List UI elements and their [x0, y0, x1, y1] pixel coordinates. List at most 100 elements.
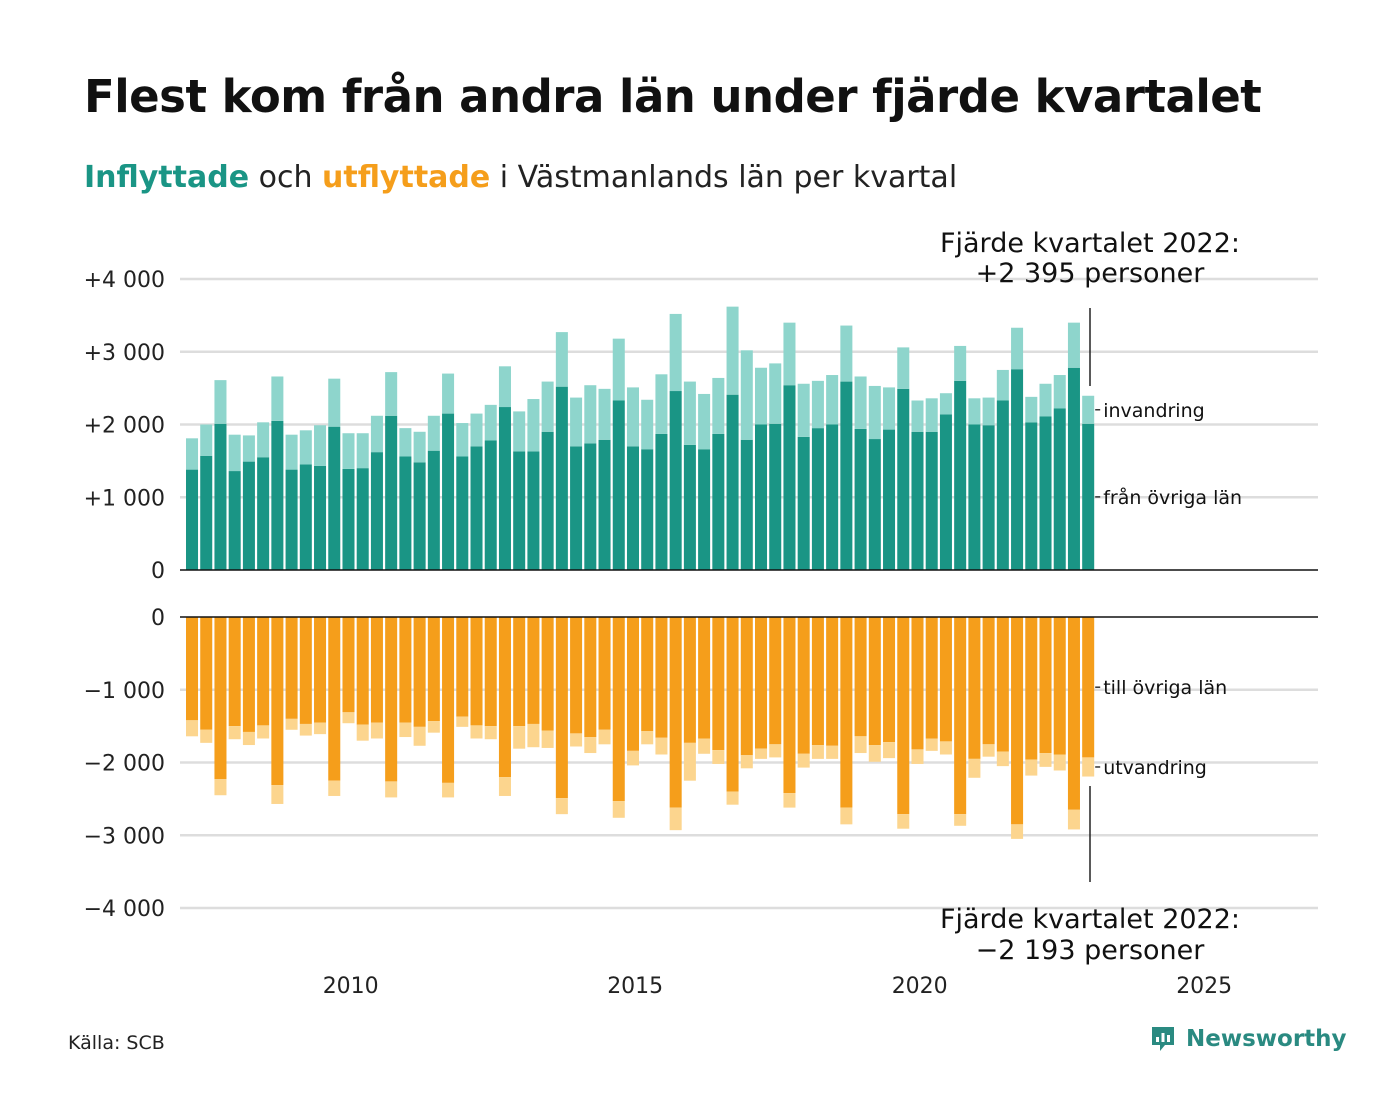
- bar-in-domestic: [513, 451, 526, 570]
- bar-out-emigration: [1025, 759, 1038, 776]
- y-tick-label-bottom: 0: [151, 606, 165, 631]
- bar-out-emigration: [1039, 753, 1052, 767]
- bar-in-immigration: [641, 399, 654, 450]
- bar-in-domestic: [641, 449, 654, 570]
- bar-out-emigration: [242, 731, 255, 746]
- annotation-bottom-line2: −2 193 personer: [976, 935, 1206, 966]
- bar-in-immigration: [1053, 375, 1066, 409]
- bar-in-immigration: [285, 434, 298, 470]
- bar-out-emigration: [214, 779, 227, 796]
- bar-out-domestic: [996, 617, 1009, 752]
- bar-in-immigration: [968, 398, 981, 425]
- bar-out-domestic: [299, 617, 312, 724]
- bar-out-domestic: [271, 617, 284, 786]
- series-label: utvandring: [1103, 757, 1207, 779]
- bar-in-immigration: [427, 415, 440, 451]
- bar-out-emigration: [299, 723, 312, 736]
- bar-out-emigration: [257, 725, 270, 739]
- series-label: från övriga län: [1103, 486, 1242, 509]
- y-tick-label-top: +1 000: [84, 486, 165, 511]
- bar-out-domestic: [982, 617, 995, 745]
- bar-in-immigration: [228, 434, 241, 472]
- bar-in-immigration: [456, 423, 469, 457]
- bar-in-immigration: [868, 385, 881, 440]
- source-note: Källa: SCB: [68, 1032, 165, 1054]
- newsworthy-logo: Newsworthy: [1148, 1024, 1347, 1054]
- bar-in-domestic: [683, 444, 696, 570]
- bar-out-emigration: [498, 777, 511, 796]
- bar-out-emigration: [584, 737, 597, 754]
- bar-in-immigration: [769, 363, 782, 424]
- bar-in-domestic: [484, 440, 497, 570]
- bar-in-immigration: [740, 350, 753, 440]
- bar-in-domestic: [911, 431, 924, 570]
- bar-out-emigration: [285, 718, 298, 730]
- bar-out-domestic: [214, 617, 227, 780]
- bar-out-emigration: [854, 736, 867, 754]
- bar-out-emigration: [755, 748, 768, 759]
- bar-out-domestic: [840, 617, 853, 808]
- bar-out-domestic: [897, 617, 910, 815]
- bar-in-domestic: [541, 431, 554, 570]
- bar-in-domestic: [712, 433, 725, 570]
- bar-in-immigration: [214, 380, 227, 424]
- bar-out-emigration: [456, 716, 469, 727]
- bar-in-domestic: [385, 415, 398, 570]
- bar-in-immigration: [783, 322, 796, 386]
- x-tick-label: 2025: [1176, 974, 1232, 999]
- bar-out-domestic: [783, 617, 796, 794]
- bar-out-emigration: [513, 726, 526, 749]
- bar-out-domestic: [925, 617, 938, 739]
- bar-in-domestic: [826, 424, 839, 570]
- bar-in-domestic: [299, 464, 312, 570]
- bar-in-domestic: [925, 431, 938, 570]
- bar-in-domestic: [214, 423, 227, 570]
- bar-in-domestic: [314, 465, 327, 570]
- bar-out-domestic: [669, 617, 682, 808]
- y-tick-label-top: +3 000: [84, 341, 165, 366]
- bar-in-immigration: [982, 397, 995, 426]
- subtitle-rest: i Västmanlands län per kvartal: [490, 160, 958, 195]
- subtitle-and: och: [249, 160, 322, 195]
- bar-in-domestic: [498, 407, 511, 570]
- bar-in-immigration: [826, 375, 839, 425]
- bar-out-domestic: [755, 617, 768, 749]
- bar-in-domestic: [228, 471, 241, 570]
- bar-out-emigration: [954, 814, 967, 826]
- bar-in-domestic: [598, 439, 611, 570]
- bar-in-immigration: [1025, 396, 1038, 423]
- bar-out-emigration: [598, 729, 611, 745]
- bar-in-immigration: [442, 373, 455, 414]
- bar-out-emigration: [968, 758, 981, 778]
- bar-in-immigration: [840, 325, 853, 382]
- bar-out-domestic: [584, 617, 597, 738]
- bar-out-domestic: [527, 617, 540, 724]
- bar-in-immigration: [356, 433, 369, 469]
- bar-out-emigration: [470, 725, 483, 739]
- bar-out-domestic: [186, 617, 199, 721]
- bar-in-immigration: [470, 413, 483, 447]
- chart-subtitle: Inflyttade och utflyttade i Västmanlands…: [84, 160, 957, 195]
- chart-title: Flest kom från andra län under fjärde kv…: [84, 70, 1262, 123]
- bar-out-domestic: [513, 617, 526, 727]
- bar-out-emigration: [186, 720, 199, 737]
- bar-out-emigration: [840, 807, 853, 825]
- bar-in-domestic: [370, 452, 383, 570]
- bar-in-immigration: [598, 388, 611, 440]
- bar-in-domestic: [427, 450, 440, 570]
- bar-out-emigration: [683, 742, 696, 781]
- bar-in-immigration: [683, 381, 696, 445]
- bar-out-emigration: [626, 750, 639, 766]
- bar-out-emigration: [427, 721, 440, 733]
- bar-out-domestic: [797, 617, 810, 754]
- bar-out-emigration: [996, 751, 1009, 767]
- bar-out-emigration: [370, 722, 383, 739]
- bar-in-domestic: [328, 426, 341, 570]
- bar-out-domestic: [968, 617, 981, 759]
- bar-in-immigration: [385, 372, 398, 416]
- bar-in-immigration: [257, 422, 270, 458]
- y-tick-label-top: +4 000: [84, 268, 165, 293]
- bar-out-emigration: [356, 724, 369, 741]
- bar-out-domestic: [385, 617, 398, 782]
- bar-in-immigration: [328, 378, 341, 427]
